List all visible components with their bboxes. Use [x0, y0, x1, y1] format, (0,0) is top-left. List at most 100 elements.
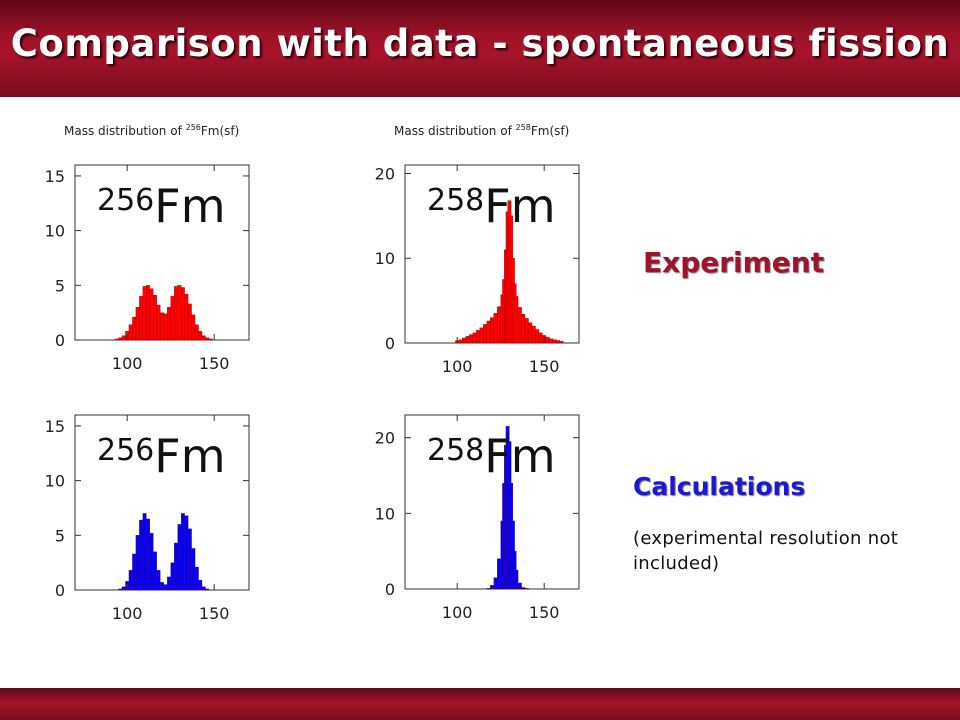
chart-title-suffix: Fm(sf) [201, 124, 239, 138]
bar [205, 337, 210, 341]
bar [174, 542, 178, 591]
bar [180, 287, 185, 341]
y-tick-label: 20 [375, 429, 395, 448]
bar [528, 322, 533, 344]
y-tick-label: 10 [375, 249, 395, 268]
chart-title-mass: 256 [186, 123, 201, 132]
x-tick-label: 150 [199, 604, 230, 623]
bar [486, 588, 491, 590]
bar [205, 588, 210, 591]
bar [170, 296, 175, 341]
isotope-label: 256Fm [97, 429, 226, 483]
isotope-mass: 258 [427, 183, 484, 218]
isotope-symbol: Fm [484, 179, 555, 233]
isotope-mass: 258 [427, 433, 484, 468]
bar [132, 316, 137, 341]
bar [194, 566, 199, 591]
bar [198, 331, 203, 341]
bar [167, 307, 171, 341]
bar [146, 285, 150, 341]
calculations-label: Calculations [633, 472, 806, 501]
calculations-note: (experimental resolution not included) [633, 528, 899, 574]
bar [132, 553, 137, 591]
bar [160, 582, 164, 591]
chart-3: 0 5 10 15 100 150 256Fm [45, 414, 250, 623]
y-tick-label: 10 [45, 472, 65, 491]
x-tick-label: 100 [442, 357, 473, 376]
bar [163, 584, 168, 591]
bar [121, 586, 126, 591]
bar [517, 307, 522, 344]
bar [201, 335, 206, 341]
bar [167, 576, 171, 591]
bar [177, 285, 182, 341]
bar [198, 580, 203, 591]
bar [493, 577, 498, 590]
bar [187, 303, 192, 341]
y-tick-label: 0 [385, 580, 395, 599]
bar [535, 329, 540, 344]
bar [469, 334, 474, 344]
chart-title-prefix: Mass distribution of [394, 124, 516, 138]
chart-title: Mass distribution of 258Fm(sf) [394, 123, 569, 138]
bar [163, 313, 168, 341]
x-tick-label: 150 [529, 357, 560, 376]
bar [184, 515, 189, 591]
bar [142, 513, 147, 591]
isotope-label: 258Fm [427, 179, 556, 233]
bar [545, 336, 550, 344]
y-tick-label: 20 [375, 164, 395, 183]
chart-title-mass: 258 [516, 123, 531, 132]
bar [476, 330, 480, 344]
x-tick-label: 100 [112, 354, 143, 373]
bar [497, 558, 501, 590]
bar [483, 324, 487, 344]
isotope-label: 258Fm [427, 429, 556, 483]
bar [514, 569, 519, 590]
chart-title-suffix: Fm(sf) [531, 124, 569, 138]
bar [497, 306, 501, 344]
chart-4: 0 10 20 100 150 258Fm [375, 414, 580, 622]
bar [208, 338, 213, 341]
bar [156, 304, 161, 341]
bar [146, 518, 150, 591]
chart-title-prefix: Mass distribution of [64, 124, 186, 138]
bar [524, 318, 529, 344]
bar [180, 513, 185, 591]
x-tick-label: 150 [529, 603, 560, 622]
bar [149, 532, 154, 591]
bar [201, 586, 206, 591]
isotope-label: 256Fm [97, 179, 226, 233]
bar [549, 338, 554, 344]
bar [531, 325, 536, 344]
y-tick-label: 15 [45, 417, 65, 436]
y-tick-label: 0 [55, 331, 65, 350]
bar [472, 332, 477, 344]
bar [184, 293, 189, 341]
bar [135, 307, 140, 341]
slide-title: Comparison with data - spontaneous fissi… [10, 22, 950, 65]
bar [153, 295, 157, 341]
y-tick-label: 10 [375, 504, 395, 523]
bar [187, 528, 192, 591]
bar [160, 312, 164, 341]
bar [118, 588, 123, 591]
bar [556, 340, 561, 344]
bar [493, 313, 498, 344]
bar [174, 286, 178, 341]
bar [479, 327, 484, 344]
isotope-symbol: Fm [484, 429, 555, 483]
y-tick-label: 5 [55, 276, 65, 295]
y-tick-label: 15 [45, 167, 65, 186]
bar [521, 587, 526, 590]
bar [465, 336, 470, 344]
bar [170, 562, 175, 591]
bar [114, 338, 119, 341]
isotope-symbol: Fm [154, 429, 225, 483]
bar [194, 324, 199, 341]
y-tick-label: 0 [55, 581, 65, 600]
bar [128, 324, 133, 341]
